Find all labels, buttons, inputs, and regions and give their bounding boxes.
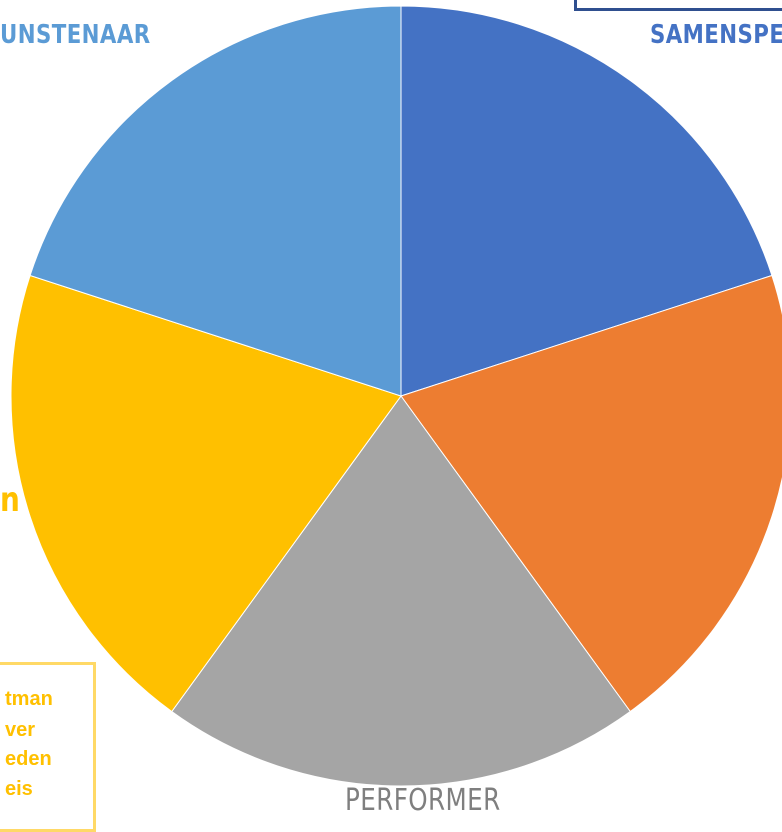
pie-slice-4 bbox=[10, 274, 402, 713]
pie-slice-5 bbox=[29, 5, 402, 397]
text-box-line-2: ver bbox=[5, 719, 36, 741]
text-box-line-3: eden bbox=[5, 748, 52, 770]
label-samenspeler: SAMENSPE bbox=[650, 20, 782, 50]
pie-slices bbox=[10, 5, 782, 787]
text-box: tman ver eden eis bbox=[0, 662, 96, 832]
label-performer: PERFORMER bbox=[345, 783, 501, 818]
text-box-line-4: eis bbox=[5, 778, 33, 800]
pie-slice-3 bbox=[171, 395, 631, 787]
top-right-box-frame bbox=[574, 0, 782, 11]
pie-slice-1 bbox=[400, 5, 773, 397]
label-left-fragment: n bbox=[0, 480, 21, 520]
label-kunstenaar: UNSTENAAR bbox=[0, 20, 151, 50]
pie-slice-2 bbox=[400, 274, 782, 713]
text-box-line-1: tman bbox=[5, 688, 53, 710]
